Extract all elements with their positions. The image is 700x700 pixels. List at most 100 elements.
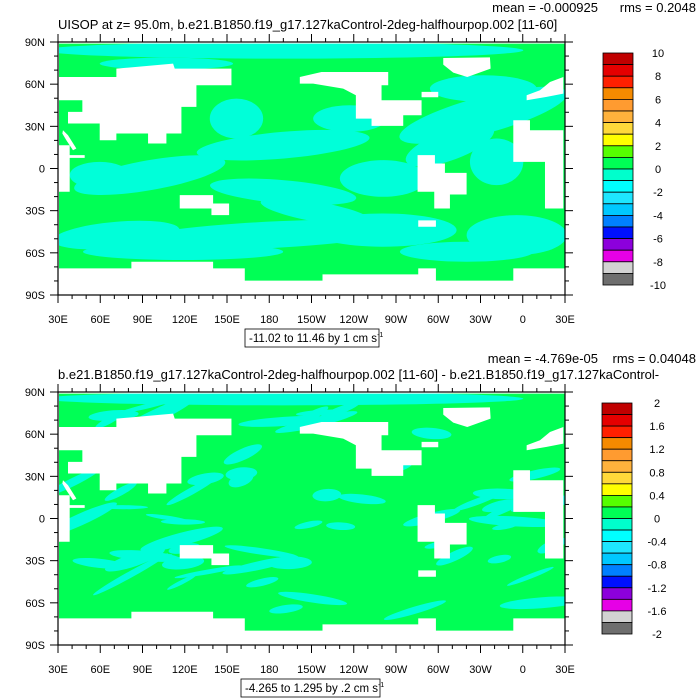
colorbar-label: 2: [655, 141, 661, 153]
field-region: [225, 467, 258, 481]
colorbar-box: [602, 214, 634, 228]
field-region: [58, 220, 180, 250]
colorbar-box: [602, 99, 634, 112]
missing-land-region: [418, 570, 436, 577]
missing-land-region: [58, 261, 565, 296]
y-tick-label: 60S: [25, 598, 45, 610]
colorbar-label: -1.2: [648, 583, 667, 595]
colorbar-box: [601, 425, 633, 439]
y-tick-label: 90S: [25, 640, 45, 652]
missing-land-region: [421, 441, 439, 448]
y-tick-label: 60N: [25, 429, 45, 441]
colorbar-box: [602, 226, 634, 240]
field-region: [399, 86, 565, 144]
colorbar-box: [601, 541, 633, 554]
field-region: [104, 547, 165, 572]
x-tick-label: 90E: [133, 314, 153, 326]
x-tick-label: 120W: [339, 314, 368, 326]
y-tick-label: 60N: [25, 79, 45, 91]
field-region: [383, 600, 446, 621]
rms-label: rms = 0.04048: [613, 351, 696, 366]
colorbar-label: 0: [655, 164, 661, 176]
colorbar-box: [601, 552, 633, 566]
missing-land-region: [443, 57, 491, 77]
colorbar-label: -6: [653, 234, 663, 246]
map-axes: 30E 60E 90E 120E 150E 180 150W 120W 90W 60W 30W 0 30…: [25, 384, 575, 676]
field-region: [506, 566, 554, 586]
x-tick-label: 150W: [297, 314, 326, 326]
x-tick-label: 30E: [48, 314, 68, 326]
missing-land-region: [526, 426, 564, 451]
colorbar: 10 8 6 4 2 0 -2 -4 -6 -8 -10: [602, 48, 666, 292]
colorbar-box: [601, 622, 633, 635]
colorbar-label: -10: [650, 280, 666, 292]
field-region: [117, 397, 182, 414]
x-tick-label: 60W: [427, 664, 450, 676]
missing-land-region: [62, 480, 77, 501]
colorbar-box: [602, 145, 634, 158]
colorbar-label: 6: [655, 94, 661, 106]
colorbar-label: 1.2: [649, 444, 664, 456]
colorbar-label: 0: [654, 514, 660, 526]
colorbar-box: [602, 75, 634, 89]
field-region: [223, 444, 263, 465]
x-tick-label: 30E: [555, 314, 575, 326]
colorbar-box: [602, 168, 634, 182]
x-tick-label: 30E: [48, 664, 68, 676]
missing-land-region: [513, 470, 564, 559]
missing-land-region: [421, 91, 439, 98]
colorbar-box: [601, 402, 633, 415]
missing-land-region: [299, 421, 422, 476]
field-region: [83, 243, 284, 261]
field-region: [97, 505, 149, 510]
colorbar-box: [601, 448, 633, 462]
field-region: [99, 57, 234, 70]
field-region: [326, 522, 356, 531]
mean-label: mean = -4.769e-05: [488, 351, 598, 366]
field-region: [145, 513, 189, 522]
missing-land-region: [418, 220, 436, 227]
missing-land-region: [62, 130, 77, 151]
plot-title: UISOP at z= 95.0m, b.e21.B1850.f19_g17.1…: [58, 17, 557, 32]
map-field: [58, 391, 565, 646]
colorbar-box: [602, 249, 634, 263]
colorbar-label: 10: [652, 48, 664, 60]
contour-info-box: -11.02 to 11.46 by 1 cm s-1: [244, 328, 383, 348]
colorbar-box: [601, 598, 633, 612]
y-tick-label: 30N: [25, 471, 45, 483]
colorbar: 2 1.6 1.2 0.8 0.4 0 -0.4 -0.8 -1.2 -1.6 -2: [601, 398, 667, 641]
colorbar-box: [601, 506, 633, 519]
colorbar-label: 8: [655, 71, 661, 83]
field-region: [69, 161, 130, 189]
field-region: [224, 545, 299, 558]
x-tick-label: 60W: [427, 314, 450, 326]
field-region: [210, 178, 357, 206]
colorbar-box: [601, 460, 633, 473]
x-tick-label: 120E: [172, 314, 198, 326]
field-region: [295, 409, 345, 417]
colorbar-label: -0.8: [648, 560, 667, 572]
y-tick-label: 0: [39, 164, 45, 176]
contour-info: -4.265 to 1.295 by .2 cm s-1: [245, 682, 384, 695]
missing-land-region: [526, 76, 564, 101]
colorbar-box: [601, 610, 633, 623]
missing-land-region: [513, 120, 564, 209]
y-tick-label: 90N: [25, 387, 45, 399]
colorbar-box: [602, 110, 634, 124]
field-region: [174, 565, 242, 579]
colorbar-box: [602, 64, 634, 77]
x-tick-label: 150E: [214, 664, 240, 676]
x-tick-label: 120E: [172, 664, 198, 676]
missing-land-region: [59, 145, 85, 192]
x-tick-label: 60E: [90, 664, 110, 676]
colorbar-box: [601, 518, 633, 531]
colorbar-label: -2: [652, 629, 662, 641]
field-region: [278, 591, 348, 606]
y-tick-label: 30S: [25, 556, 45, 568]
rms-label: rms = 0.2048: [620, 0, 696, 15]
x-tick-label: 0: [520, 314, 526, 326]
x-tick-label: 0: [520, 664, 526, 676]
x-tick-label: 120W: [339, 664, 368, 676]
colorbar-box: [602, 122, 634, 135]
